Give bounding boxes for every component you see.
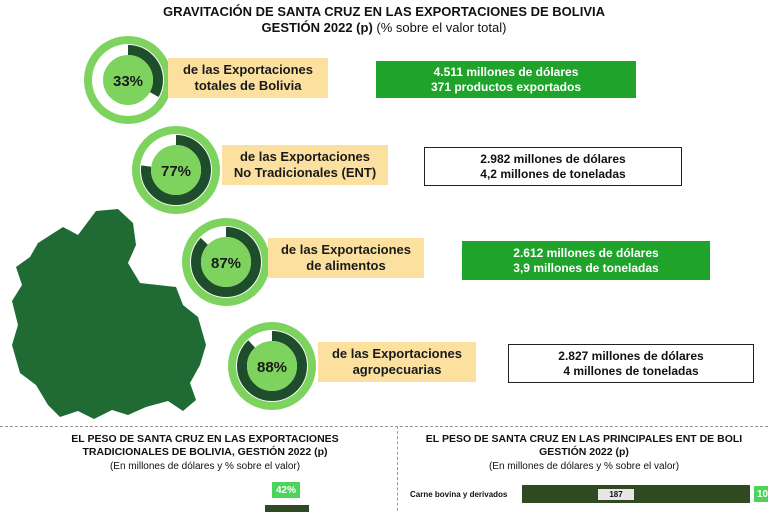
right-section-title: EL PESO DE SANTA CRUZ EN LAS PRINCIPALES… bbox=[400, 433, 768, 459]
value-line2: 4 millones de toneladas bbox=[563, 363, 699, 378]
right-title-line1: EL PESO DE SANTA CRUZ EN LAS PRINCIPALES… bbox=[425, 433, 743, 445]
row-percent-badge: 10 bbox=[754, 486, 768, 502]
donut-percent-label: 88% bbox=[257, 359, 287, 376]
donut-percent-label: 87% bbox=[211, 255, 241, 272]
row-bar bbox=[522, 485, 750, 503]
section-divider bbox=[0, 426, 768, 427]
donut-chart-ent: 77% bbox=[128, 122, 224, 218]
value-box-agropecuarias: 2.827 millones de dólares 4 millones de … bbox=[508, 344, 754, 383]
label-line1: de las Exportaciones bbox=[239, 149, 371, 164]
donut-chart-agropecuarias: 88% bbox=[224, 318, 320, 414]
row-label: Carne bovina y derivados bbox=[410, 490, 508, 499]
page-subtitle: GESTIÓN 2022 (p) (% sobre el valor total… bbox=[0, 20, 768, 35]
label-line2: de alimentos bbox=[306, 258, 386, 273]
subtitle-bold: GESTIÓN 2022 (p) bbox=[261, 20, 373, 35]
left-percent-badge: 42% bbox=[272, 482, 300, 498]
donut-percent-label: 33% bbox=[113, 73, 143, 90]
value-line2: 371 productos exportados bbox=[430, 79, 582, 94]
section-vertical-divider bbox=[397, 426, 398, 512]
label-line1: de las Exportaciones bbox=[280, 242, 412, 257]
label-exportaciones-totales: de las Exportaciones totales de Bolivia bbox=[168, 58, 328, 98]
label-exportaciones-alimentos: de las Exportaciones de alimentos bbox=[268, 238, 424, 278]
donut-arc bbox=[237, 331, 307, 401]
value-line2: 4,2 millones de toneladas bbox=[480, 166, 626, 181]
bolivia-map bbox=[8, 205, 213, 420]
label-line2: No Tradicionales (ENT) bbox=[233, 165, 377, 180]
value-line2: 3,9 millones de toneladas bbox=[513, 260, 659, 275]
donut-chart-alimentos: 87% bbox=[178, 214, 274, 310]
label-line1: de las Exportaciones bbox=[182, 62, 314, 77]
row-bar-value: 187 bbox=[598, 489, 634, 500]
left-title-line2: TRADICIONALES DE BOLIVIA, GESTIÓN 2022 (… bbox=[82, 446, 328, 458]
value-box-ent: 2.982 millones de dólares 4,2 millones d… bbox=[424, 147, 682, 186]
value-line1: 2.612 millones de dólares bbox=[513, 245, 659, 260]
right-title-line2: GESTIÓN 2022 (p) bbox=[539, 446, 629, 458]
label-line2: agropecuarias bbox=[352, 362, 442, 377]
value-box-alimentos: 2.612 millones de dólares 3,9 millones d… bbox=[462, 241, 710, 280]
santa-cruz-map-shape bbox=[12, 209, 206, 419]
donut-percent-label: 77% bbox=[161, 163, 191, 180]
left-bar bbox=[265, 505, 309, 512]
right-section-subtitle: (En millones de dólares y % sobre el val… bbox=[488, 461, 680, 472]
left-title-line1: EL PESO DE SANTA CRUZ EN LAS EXPORTACION… bbox=[71, 433, 339, 445]
donut-chart-totales: 33% bbox=[80, 32, 176, 128]
subtitle-note: (% sobre el valor total) bbox=[376, 20, 507, 35]
donut-arc bbox=[93, 45, 163, 115]
donut-arc bbox=[141, 135, 211, 205]
label-line2: totales de Bolivia bbox=[194, 78, 302, 93]
left-section-subtitle: (En millones de dólares y % sobre el val… bbox=[109, 461, 301, 472]
label-line1: de las Exportaciones bbox=[331, 346, 463, 361]
donut-arc bbox=[191, 227, 261, 297]
label-exportaciones-ent: de las Exportaciones No Tradicionales (E… bbox=[222, 145, 388, 185]
left-section-title: EL PESO DE SANTA CRUZ EN LAS EXPORTACION… bbox=[20, 433, 390, 459]
value-box-totales: 4.511 millones de dólares 371 productos … bbox=[376, 61, 636, 98]
label-exportaciones-agropecuarias: de las Exportaciones agropecuarias bbox=[318, 342, 476, 382]
value-line1: 2.982 millones de dólares bbox=[480, 151, 626, 166]
page-title: GRAVITACIÓN DE SANTA CRUZ EN LAS EXPORTA… bbox=[162, 4, 606, 19]
value-line1: 4.511 millones de dólares bbox=[433, 64, 579, 79]
value-line1: 2.827 millones de dólares bbox=[558, 348, 704, 363]
